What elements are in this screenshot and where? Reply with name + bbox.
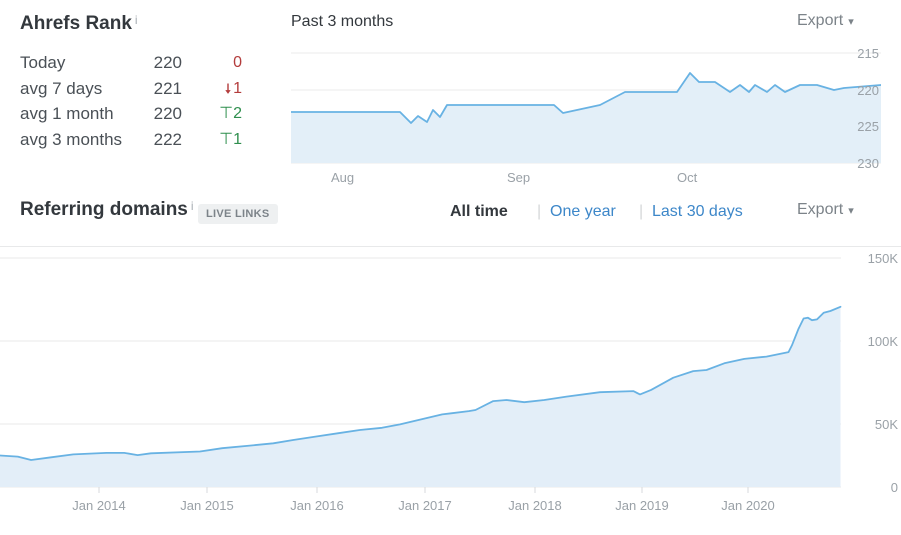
- svg-text:225: 225: [857, 119, 879, 134]
- svg-text:Jan 2020: Jan 2020: [721, 498, 775, 513]
- svg-text:220: 220: [857, 83, 879, 98]
- svg-text:0: 0: [891, 480, 898, 495]
- svg-text:150K: 150K: [868, 251, 899, 266]
- svg-text:Sep: Sep: [507, 170, 530, 185]
- svg-text:Jan 2017: Jan 2017: [398, 498, 452, 513]
- svg-text:230: 230: [857, 156, 879, 171]
- svg-text:100K: 100K: [868, 334, 899, 349]
- svg-text:Oct: Oct: [677, 170, 698, 185]
- svg-text:Jan 2015: Jan 2015: [180, 498, 234, 513]
- svg-text:215: 215: [857, 46, 879, 61]
- svg-text:Aug: Aug: [331, 170, 354, 185]
- svg-text:Jan 2016: Jan 2016: [290, 498, 344, 513]
- svg-text:50K: 50K: [875, 417, 898, 432]
- svg-text:Jan 2014: Jan 2014: [72, 498, 126, 513]
- svg-text:Jan 2018: Jan 2018: [508, 498, 562, 513]
- svg-text:Jan 2019: Jan 2019: [615, 498, 669, 513]
